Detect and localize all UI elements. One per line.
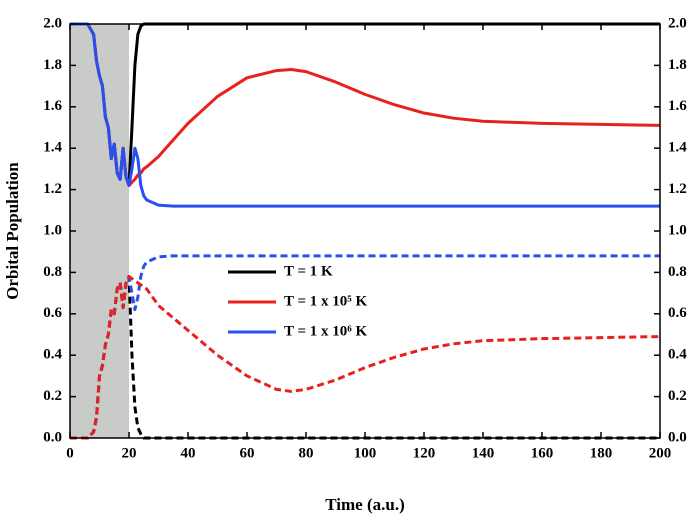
y2-tick-label: 0.2 <box>668 388 687 404</box>
x-axis-title: Time (a.u.) <box>325 495 405 514</box>
y2-tick-label: 0.0 <box>668 429 687 445</box>
series-line <box>70 22 660 208</box>
y-tick-label: 0.4 <box>43 347 62 363</box>
x-tick-label: 60 <box>240 445 255 461</box>
y2-tick-label: 1.8 <box>668 57 687 73</box>
x-tick-label: 100 <box>354 445 377 461</box>
y-tick-label: 1.6 <box>43 98 62 114</box>
y-tick-label: 0.2 <box>43 388 62 404</box>
x-tick-label: 160 <box>531 445 554 461</box>
y-tick-label: 2.0 <box>43 15 62 31</box>
y2-tick-label: 0.8 <box>668 264 687 280</box>
y-tick-label: 0.6 <box>43 305 62 321</box>
y2-tick-label: 0.4 <box>668 347 687 363</box>
y2-tick-label: 1.6 <box>668 98 687 114</box>
x-tick-label: 120 <box>413 445 436 461</box>
legend-label: T = 1 x 10⁵ K <box>284 293 368 309</box>
y-tick-label: 1.2 <box>43 181 62 197</box>
legend-label: T = 1 x 10⁶ K <box>284 323 368 339</box>
y2-tick-label: 1.2 <box>668 181 687 197</box>
y-tick-label: 0.8 <box>43 264 62 280</box>
x-tick-label: 180 <box>590 445 613 461</box>
y-tick-label: 1.0 <box>43 222 62 238</box>
y2-tick-label: 2.0 <box>668 15 687 31</box>
x-tick-label: 140 <box>472 445 495 461</box>
y-tick-label: 1.4 <box>43 140 62 156</box>
legend-label: T = 1 K <box>284 263 333 279</box>
series-line <box>70 22 660 187</box>
series-line <box>70 22 661 187</box>
x-tick-label: 200 <box>649 445 672 461</box>
shaded-region <box>70 24 129 438</box>
x-tick-label: 40 <box>181 445 196 461</box>
y2-tick-label: 0.6 <box>668 305 687 321</box>
y-axis-title: Orbital Population <box>3 162 22 300</box>
series-line <box>70 254 660 440</box>
y2-tick-label: 1.4 <box>668 140 687 156</box>
y-tick-label: 1.8 <box>43 57 62 73</box>
x-tick-label: 20 <box>122 445 137 461</box>
y2-tick-label: 1.0 <box>668 222 687 238</box>
series-line <box>70 275 661 440</box>
x-tick-label: 0 <box>66 445 74 461</box>
x-tick-label: 80 <box>299 445 314 461</box>
plot-frame <box>69 23 661 439</box>
y-tick-label: 0.0 <box>43 429 62 445</box>
